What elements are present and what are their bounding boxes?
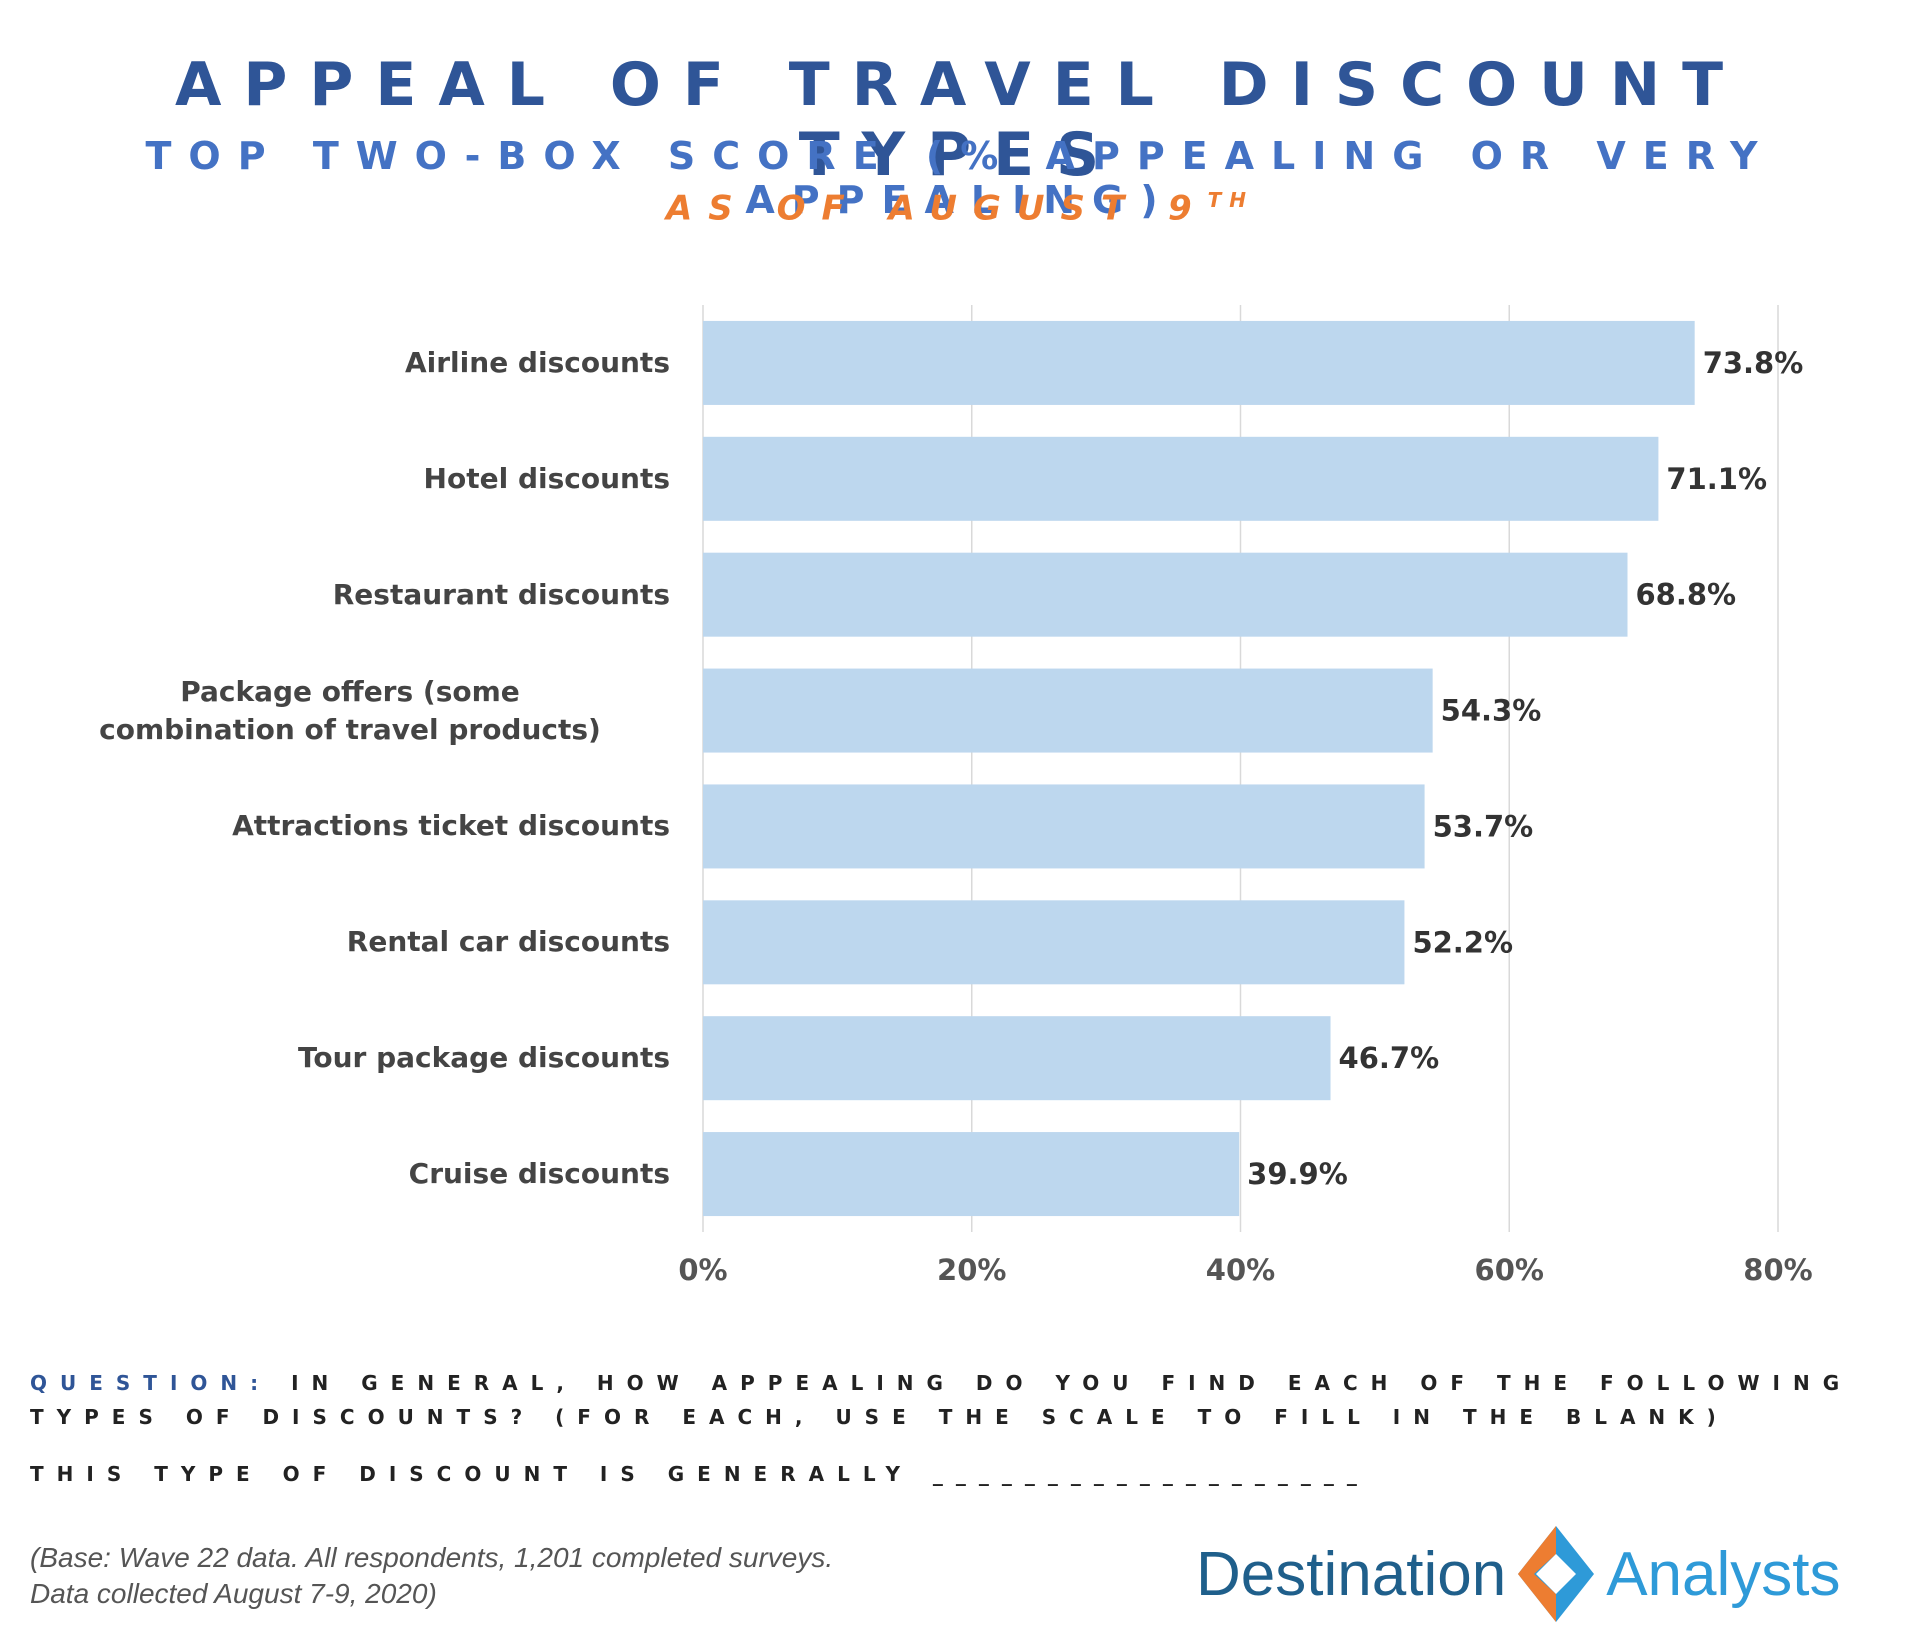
question-text: IN GENERAL, HOW APPEALING DO YOU FIND EA… (30, 1371, 1853, 1429)
bar (703, 1016, 1331, 1101)
bar-value-label: 68.8% (1636, 578, 1737, 612)
category-label: Cruise discounts (408, 1157, 670, 1191)
bar-value-label: 73.8% (1703, 346, 1804, 380)
diamond-logo-icon (1518, 1526, 1595, 1622)
bar-value-label: 52.2% (1412, 925, 1513, 959)
base-note: (Base: Wave 22 data. All respondents, 1,… (30, 1540, 930, 1612)
bar (703, 1132, 1240, 1217)
bar (703, 552, 1628, 637)
bar (703, 784, 1425, 869)
survey-question: QUESTION: IN GENERAL, HOW APPEALING DO Y… (30, 1366, 1900, 1434)
bar (703, 668, 1433, 753)
category-label: Airline discounts (404, 345, 670, 379)
as-of-date-suffix: TH (1207, 188, 1255, 212)
x-tick-label: 60% (1475, 1253, 1544, 1287)
bars (703, 320, 1695, 1217)
as-of-date: AS OF AUGUST 9TH (0, 188, 1920, 228)
category-label: Attractions ticket discounts (232, 809, 670, 843)
category-label: Tour package discounts (298, 1041, 670, 1075)
category-label: Restaurant discounts (332, 577, 670, 611)
bar-value-label: 71.1% (1666, 462, 1767, 496)
question-fill-line: THIS TYPE OF DISCOUNT IS GENERALLY _____… (30, 1462, 1370, 1486)
bar (703, 900, 1405, 985)
x-tick-label: 0% (678, 1253, 727, 1287)
base-note-line-1: (Base: Wave 22 data. All respondents, 1,… (30, 1542, 834, 1573)
bar (703, 436, 1659, 521)
category-label: Hotel discounts (423, 461, 670, 495)
as-of-date-text: AS OF AUGUST 9 (665, 188, 1208, 229)
destination-analysts-logo: Destination Analysts (1196, 1524, 1841, 1624)
bar-value-label: 46.7% (1339, 1041, 1440, 1075)
logo-word-destination: Destination (1196, 1539, 1507, 1609)
category-label: Package offers (some combination of trav… (99, 674, 601, 746)
bar-chart: 73.8% 71.1% 68.8% 54.3% 53.7% 52.2% 46.7% 39.9%… (678, 305, 1813, 1287)
bar-value-label: 54.3% (1441, 694, 1542, 728)
question-lead: QUESTION: (30, 1371, 272, 1395)
x-tick-label: 20% (937, 1253, 1006, 1287)
base-note-line-2: Data collected August 7-9, 2020) (30, 1578, 437, 1609)
value-labels: 73.8% 71.1% 68.8% 54.3% 53.7% 52.2% 46.7% 39.9% (1247, 346, 1803, 1191)
bar-value-label: 39.9% (1247, 1157, 1348, 1191)
chart-title: APPEAL OF TRAVEL DISCOUNT TYPES (174, 50, 1746, 190)
category-label: Rental car discounts (346, 925, 670, 959)
logo-word-analysts: Analysts (1606, 1539, 1841, 1609)
x-tick-label: 80% (1743, 1253, 1812, 1287)
x-tick-label: 40% (1206, 1253, 1275, 1287)
bar-value-label: 53.7% (1433, 809, 1534, 843)
bar (703, 320, 1695, 405)
x-tick-labels: 0% 20% 40% 60% 80% (678, 1253, 1812, 1287)
chart-subtitle: TOP TWO-BOX SCORE (% APPEALING OR VERY A… (145, 134, 1775, 222)
